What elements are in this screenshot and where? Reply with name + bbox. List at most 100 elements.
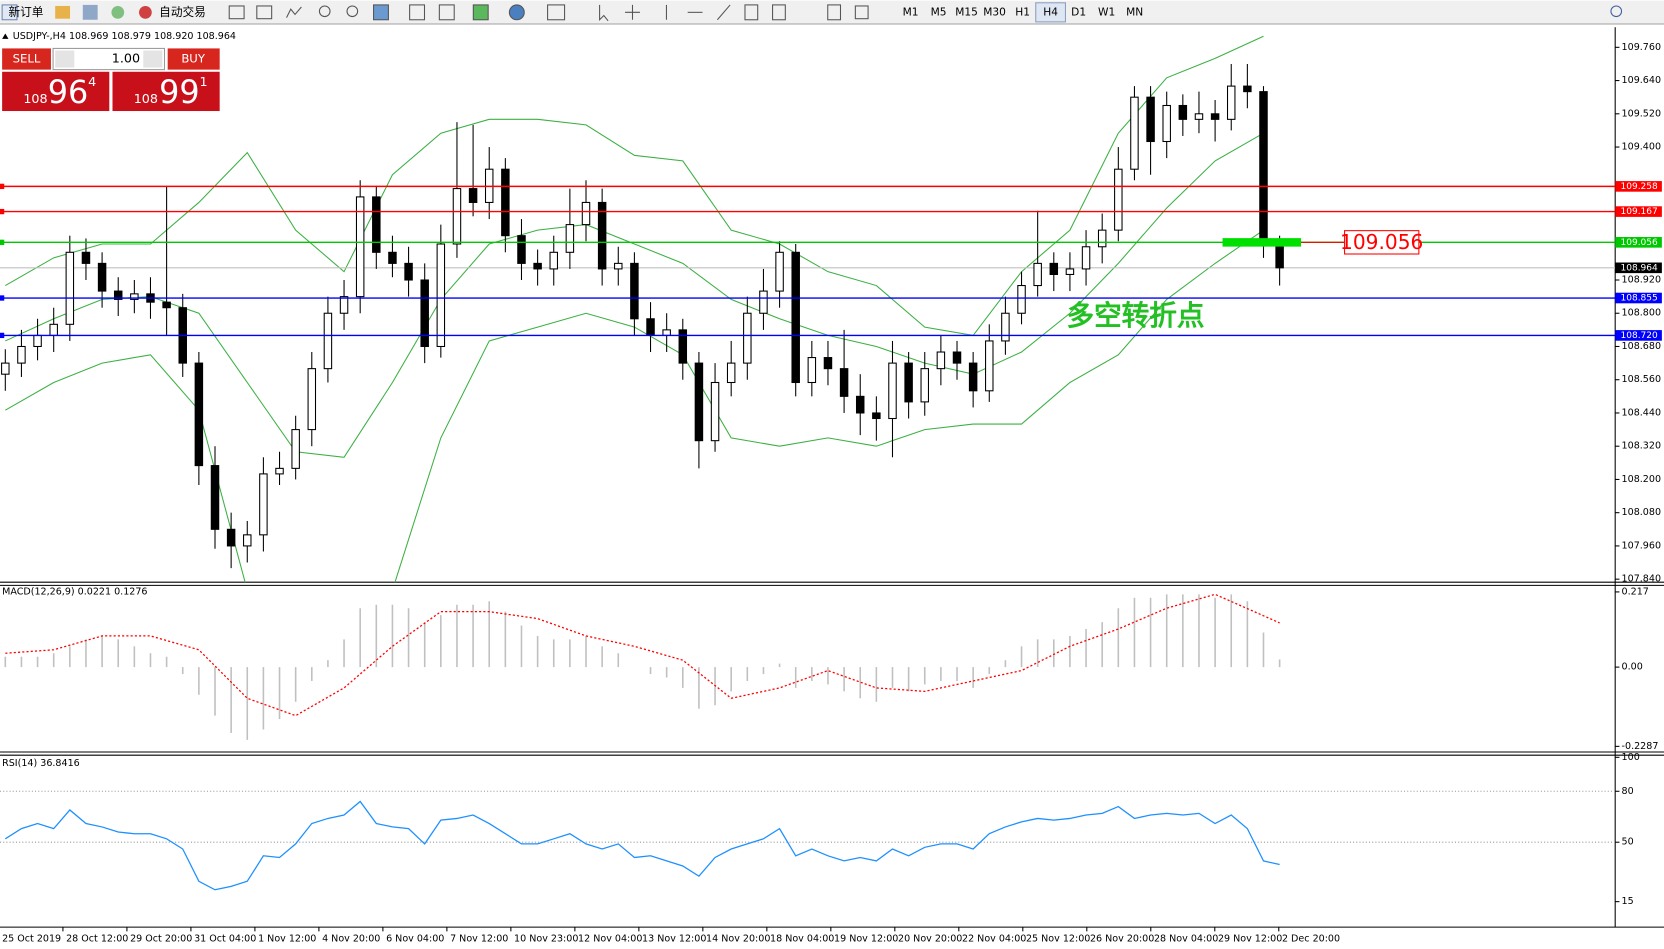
- candle-body: [1049, 262, 1059, 275]
- timeframe-button[interactable]: W1: [1098, 5, 1115, 18]
- timeframe-button[interactable]: M30: [983, 5, 1006, 18]
- tool-icon[interactable]: [508, 4, 525, 21]
- new-order-icon: [1, 4, 18, 21]
- tool-icon[interactable]: [373, 4, 389, 21]
- candle-body: [243, 534, 252, 547]
- candle-body: [452, 188, 462, 245]
- sell-price-digits: 96: [48, 73, 89, 111]
- candle-body: [1114, 168, 1123, 231]
- candle-body: [275, 467, 284, 475]
- candle-body: [614, 262, 623, 270]
- level-tag: [1615, 181, 1662, 192]
- timeframe-button[interactable]: MN: [1126, 5, 1143, 18]
- candle-body: [952, 351, 962, 364]
- timeframe-button[interactable]: M5: [931, 5, 947, 18]
- trendline-tool[interactable]: [716, 4, 731, 21]
- timeframe-button[interactable]: H4: [1043, 5, 1058, 18]
- y-tick-label: 80: [1622, 786, 1634, 797]
- pivot-label: 109.056: [1340, 230, 1423, 254]
- x-tick-label: 1 Nov 12:00: [258, 933, 316, 944]
- tool-icon[interactable]: [772, 4, 786, 21]
- candle-body: [307, 368, 317, 431]
- tool-icon[interactable]: [854, 5, 869, 20]
- tool-icon[interactable]: [256, 5, 273, 20]
- x-tick-label: 19 Nov 12:00: [834, 933, 898, 944]
- cursor-tool[interactable]: [599, 4, 609, 22]
- tool-icon[interactable]: [827, 4, 842, 21]
- candle-body: [355, 196, 365, 298]
- tool-icon[interactable]: [409, 4, 426, 21]
- candle-body: [791, 251, 800, 384]
- candle-body: [1097, 229, 1107, 248]
- timeframe-button[interactable]: D1: [1071, 5, 1086, 18]
- level-marker: [0, 208, 5, 215]
- timeframe-button[interactable]: M15: [955, 5, 978, 18]
- candle-body: [130, 293, 139, 300]
- candle-body: [1259, 91, 1268, 242]
- x-tick-label: 2 Dec 20:00: [1282, 933, 1340, 944]
- zoom-in[interactable]: [318, 5, 331, 18]
- sell-price-box[interactable]: [2, 71, 110, 112]
- volume-down[interactable]: [55, 50, 75, 68]
- x-tick-label: 28 Oct 12:00: [66, 933, 128, 944]
- search-icon[interactable]: [1610, 5, 1623, 18]
- candle-body: [517, 235, 526, 264]
- current-price-label: 108.964: [1620, 263, 1658, 273]
- candle-body: [855, 395, 865, 414]
- candle-body: [759, 290, 768, 314]
- candle-body: [323, 312, 333, 370]
- y-tick-label: 100: [1622, 752, 1640, 763]
- annotation: 多空转折点: [1067, 299, 1205, 332]
- x-tick-label: 25 Oct 2019: [2, 933, 61, 944]
- tool-icon[interactable]: [547, 4, 566, 21]
- x-tick-label: 26 Nov 20:00: [1090, 933, 1154, 944]
- buy-button[interactable]: [167, 48, 220, 70]
- trade-panel: SELL 1.00 BUY 108 96 4 108 99 1: [2, 47, 220, 112]
- level-tag: [1615, 292, 1662, 304]
- tool-icon[interactable]: [55, 5, 71, 19]
- y-tick-label: 108.080: [1622, 507, 1661, 518]
- x-tick-label: 18 Nov 04:00: [770, 933, 834, 944]
- candle-body: [1226, 85, 1236, 120]
- volume-box[interactable]: [52, 47, 166, 71]
- y-tick-label: 15: [1622, 896, 1634, 907]
- y-tick-label: 107.960: [1622, 540, 1661, 551]
- tool-icon[interactable]: [82, 4, 98, 20]
- candle-body: [904, 362, 913, 403]
- level-tag-label: 108.855: [1620, 294, 1657, 304]
- y-tick-label: 107.840: [1622, 574, 1661, 585]
- timeframe-button[interactable]: H1: [1015, 5, 1030, 18]
- tool-icon[interactable]: [438, 4, 455, 21]
- volume-up[interactable]: [143, 50, 163, 68]
- buy-price-pip: 1: [200, 75, 208, 90]
- tool-icon[interactable]: [111, 5, 125, 19]
- tool-icon[interactable]: [228, 5, 245, 20]
- candle-body: [581, 201, 591, 226]
- macd-title: MACD(12,26,9) 0.0221 0.1276: [2, 586, 147, 597]
- candle-body: [920, 368, 929, 403]
- candle-body: [533, 262, 542, 270]
- rsi-line: [4, 800, 1280, 891]
- level-tag-label: 109.167: [1620, 207, 1657, 217]
- new-order-button[interactable]: 新订单: [8, 5, 43, 19]
- bollinger-band: [5, 132, 1264, 458]
- buy-price-box[interactable]: [112, 71, 220, 112]
- tool-icon[interactable]: [472, 4, 489, 21]
- tool-icon[interactable]: [286, 6, 302, 18]
- crosshair-tool[interactable]: [625, 4, 640, 20]
- tool-icon[interactable]: [744, 4, 759, 21]
- macd-signal: [5, 593, 1280, 717]
- sell-button[interactable]: [2, 48, 51, 70]
- symbol-arrow: [2, 33, 9, 39]
- x-tick-label: 12 Nov 04:00: [578, 933, 642, 944]
- candle-body: [726, 362, 736, 384]
- y-tick-label: 108.440: [1622, 407, 1661, 418]
- zoom-out[interactable]: [346, 5, 359, 18]
- level-tag: [1615, 330, 1662, 341]
- toolbar: [0, 0, 1664, 25]
- toolbar-tools: [228, 4, 869, 22]
- timeframe-button[interactable]: M1: [903, 5, 919, 18]
- auto-trading-button[interactable]: 自动交易: [159, 5, 206, 19]
- y-tick-label: 109.520: [1622, 108, 1661, 119]
- y-tick-label: 50: [1622, 837, 1634, 848]
